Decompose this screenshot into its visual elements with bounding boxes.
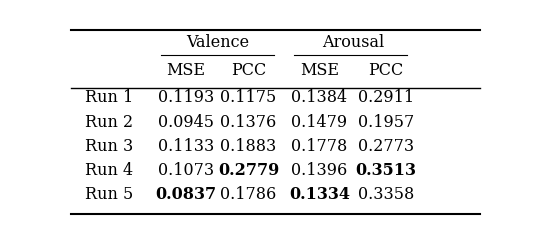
Text: 0.1883: 0.1883 — [221, 138, 277, 155]
Text: 0.1193: 0.1193 — [158, 90, 214, 106]
Text: 0.0945: 0.0945 — [158, 114, 214, 131]
Text: 0.1376: 0.1376 — [221, 114, 277, 131]
Text: 0.1175: 0.1175 — [221, 90, 277, 106]
Text: 0.1133: 0.1133 — [158, 138, 214, 155]
Text: Run 2: Run 2 — [85, 114, 133, 131]
Text: 0.2773: 0.2773 — [358, 138, 414, 155]
Text: 0.1778: 0.1778 — [292, 138, 348, 155]
Text: 0.0837: 0.0837 — [155, 186, 217, 203]
Text: 0.1384: 0.1384 — [292, 90, 348, 106]
Text: 0.1334: 0.1334 — [289, 186, 350, 203]
Text: Run 4: Run 4 — [85, 162, 133, 179]
Text: 0.1479: 0.1479 — [292, 114, 348, 131]
Text: MSE: MSE — [167, 61, 206, 79]
Text: Valence: Valence — [186, 34, 249, 51]
Text: Run 3: Run 3 — [85, 138, 133, 155]
Text: 0.2911: 0.2911 — [358, 90, 414, 106]
Text: 0.2779: 0.2779 — [218, 162, 279, 179]
Text: Arousal: Arousal — [322, 34, 384, 51]
Text: 0.1396: 0.1396 — [292, 162, 348, 179]
Text: 0.1957: 0.1957 — [358, 114, 414, 131]
Text: MSE: MSE — [300, 61, 339, 79]
Text: Run 5: Run 5 — [85, 186, 133, 203]
Text: Run 1: Run 1 — [85, 90, 133, 106]
Text: 0.3358: 0.3358 — [358, 186, 414, 203]
Text: 0.1073: 0.1073 — [158, 162, 214, 179]
Text: 0.1786: 0.1786 — [221, 186, 277, 203]
Text: 0.3513: 0.3513 — [356, 162, 417, 179]
Text: PCC: PCC — [369, 61, 404, 79]
Text: PCC: PCC — [231, 61, 266, 79]
